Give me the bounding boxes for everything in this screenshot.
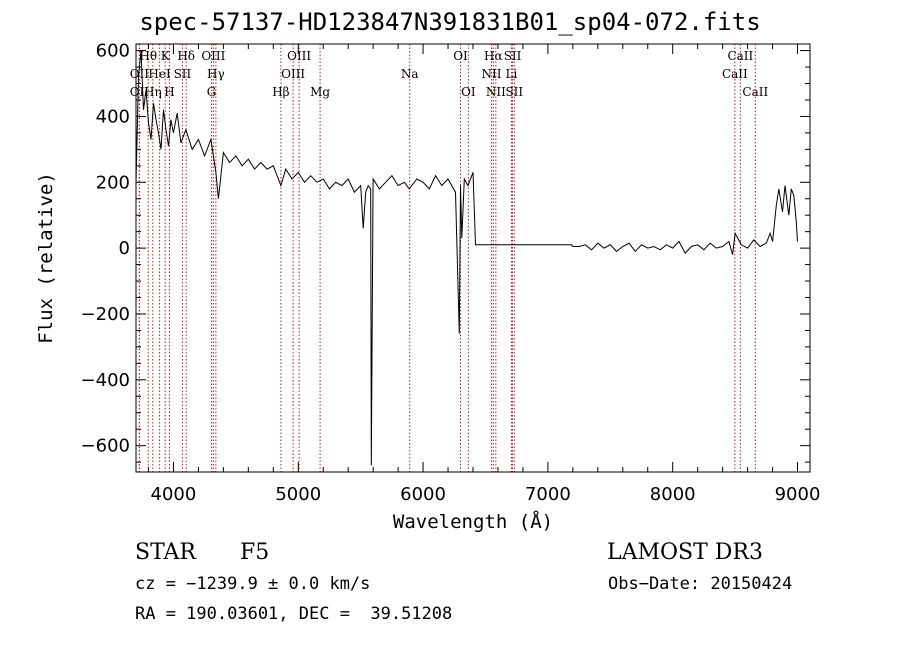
line-marker-label: G: [207, 85, 217, 99]
line-marker-label: Hδ: [177, 49, 195, 63]
line-marker-label: CaII: [722, 67, 748, 81]
line-marker-label: OI: [453, 49, 468, 63]
line-marker-label: SII: [504, 49, 522, 63]
observation-date: Obs−Date: 20150424: [608, 574, 793, 594]
line-marker-label: Hη: [144, 85, 162, 99]
line-marker-label: Mg: [310, 85, 330, 99]
line-marker-label: Hα: [484, 49, 503, 63]
x-axis-ticks: 4000 5000 6000 7000 8000 9000: [147, 44, 821, 505]
y-tick-label: −600: [81, 436, 130, 457]
line-marker-label: OIII: [287, 49, 311, 63]
line-marker-label: OIII: [201, 49, 225, 63]
spectrum-series: [135, 50, 798, 466]
line-marker-label: Hγ: [207, 67, 225, 81]
x-tick-label: 8000: [650, 484, 696, 505]
chart-title: spec-57137-HD123847N391831B01_sp04-072.f…: [139, 8, 761, 36]
line-marker-label: OII: [130, 67, 150, 81]
line-marker-label: SII: [174, 67, 192, 81]
line-marker-label: OIII: [281, 67, 305, 81]
plot-frame: [135, 43, 811, 473]
line-markers: [138, 44, 756, 472]
y-tick-label: 400: [96, 106, 130, 127]
line-marker-label: Na: [401, 67, 419, 81]
redshift-value: cz = −1239.9 ± 0.0 km/s: [135, 574, 371, 594]
line-marker-label: SII: [505, 85, 523, 99]
line-marker-label: OII: [130, 85, 150, 99]
y-axis-label: Flux (relative): [35, 172, 57, 344]
x-tick-label: 6000: [400, 484, 446, 505]
line-marker-label: NII: [486, 85, 506, 99]
line-marker-label: K: [161, 49, 171, 63]
y-tick-label: −400: [81, 370, 130, 391]
line-marker-label: H: [164, 85, 174, 99]
line-marker-label: Hβ: [272, 85, 289, 99]
subclass: F5: [240, 540, 270, 565]
line-marker-label: OI: [461, 85, 476, 99]
x-axis-label: Wavelength (Å): [393, 510, 553, 533]
x-tick-label: 5000: [275, 484, 321, 505]
x-tick-label: 4000: [151, 484, 197, 505]
line-marker-label: CaII: [742, 85, 768, 99]
line-marker-label: Li: [506, 67, 518, 81]
y-tick-label: 0: [119, 238, 130, 259]
object-class: STAR: [135, 540, 196, 565]
survey-name: LAMOST DR3: [607, 540, 763, 565]
y-axis-ticks: −600 −400 −200 0 200 400 600: [81, 41, 810, 463]
y-tick-label: 200: [96, 172, 130, 193]
x-tick-label: 7000: [525, 484, 571, 505]
line-marker-label: Hθ: [139, 49, 157, 63]
line-marker-label: NII: [481, 67, 501, 81]
y-tick-label: 600: [96, 41, 130, 62]
coordinates: RA = 190.03601, DEC = 39.51208: [135, 604, 453, 624]
y-tick-label: −200: [81, 304, 130, 325]
line-marker-label: HeI: [148, 67, 171, 81]
x-tick-label: 9000: [775, 484, 821, 505]
line-marker-label: CaII: [727, 49, 753, 63]
